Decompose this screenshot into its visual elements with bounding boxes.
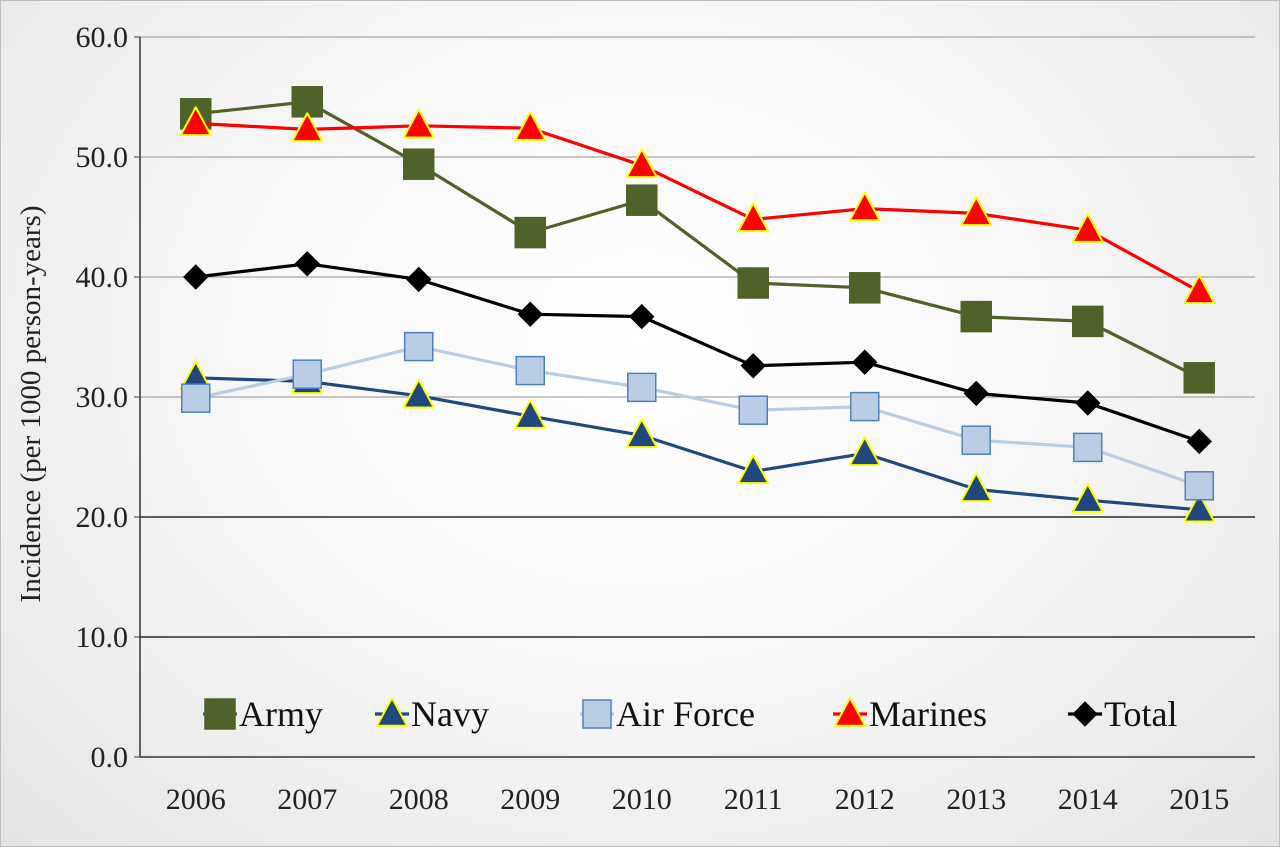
data-point-marines xyxy=(514,111,547,141)
series-line-navy xyxy=(195,376,1200,512)
legend-marker-marines xyxy=(834,696,866,727)
series-air-force xyxy=(181,331,1214,501)
data-point-army xyxy=(960,300,992,333)
data-point-marines xyxy=(848,191,881,222)
x-tick-label: 2010 xyxy=(612,783,672,816)
legend-label: Marines xyxy=(869,694,987,734)
data-point-air-force xyxy=(738,395,768,425)
data-point-air-force xyxy=(627,372,657,403)
axes xyxy=(134,36,1255,758)
series-navy xyxy=(179,360,1216,523)
legend-marker-air-force xyxy=(582,699,612,729)
data-point-navy xyxy=(514,399,547,429)
y-tick-label: 0.0 xyxy=(91,741,129,774)
data-point-air-force xyxy=(515,355,545,386)
data-point-marines xyxy=(291,112,324,143)
legend-label: Total xyxy=(1104,694,1177,734)
series-line-air-force xyxy=(195,345,1200,488)
tick-labels: 0.0 10.0 20.0 30.0 40.0 50.0 60.0 2006 2007 2008 2… xyxy=(76,21,1230,816)
data-point-navy xyxy=(960,472,993,503)
data-point-army xyxy=(403,148,435,180)
data-point-army xyxy=(737,267,769,299)
legend-item-navy: Navy xyxy=(375,694,489,734)
data-point-air-force xyxy=(404,331,434,362)
x-tick-label: 2008 xyxy=(389,783,449,816)
data-point-total xyxy=(183,264,209,290)
legend-marker-total xyxy=(1072,701,1098,727)
legend-item-air-force: Air Force xyxy=(580,694,755,734)
legend-item-army: Army xyxy=(203,694,323,734)
data-point-army xyxy=(1183,362,1215,394)
data-point-army xyxy=(626,184,658,216)
legend-label: Army xyxy=(239,694,323,734)
x-tick-label: 2009 xyxy=(500,783,560,816)
y-tick-label: 50.0 xyxy=(76,141,129,174)
data-point-total xyxy=(629,303,655,330)
y-tick-label: 30.0 xyxy=(76,381,129,414)
data-point-air-force xyxy=(292,359,322,389)
y-axis-label: Incidence (per 1000 person-years) xyxy=(15,206,47,603)
data-point-army xyxy=(291,86,323,118)
data-point-army xyxy=(514,216,546,249)
data-point-total xyxy=(740,353,766,379)
data-point-navy xyxy=(737,454,770,485)
x-tick-label: 2014 xyxy=(1058,783,1118,816)
x-tick-label: 2006 xyxy=(166,783,226,816)
series-line-marines xyxy=(195,121,1201,293)
y-tick-label: 20.0 xyxy=(76,501,129,534)
data-point-marines xyxy=(737,202,770,233)
series-group xyxy=(179,86,1216,523)
data-point-total xyxy=(963,380,989,407)
data-point-total xyxy=(294,251,320,277)
x-tick-label: 2012 xyxy=(835,783,895,816)
data-point-air-force xyxy=(1073,432,1103,463)
data-point-marines xyxy=(402,108,435,139)
series-army xyxy=(180,86,1215,394)
data-point-air-force xyxy=(850,391,880,422)
data-point-navy xyxy=(402,378,435,409)
data-point-air-force xyxy=(181,383,211,413)
data-point-navy xyxy=(848,436,881,467)
data-point-marines xyxy=(179,106,212,137)
data-point-air-force xyxy=(1184,471,1214,501)
data-point-marines xyxy=(1071,213,1104,243)
gridlines xyxy=(140,36,1255,638)
series-line-army xyxy=(195,100,1200,380)
legend-item-marines: Marines xyxy=(833,694,987,734)
data-point-total xyxy=(852,349,878,375)
y-tick-label: 60.0 xyxy=(76,21,129,54)
data-point-total xyxy=(406,266,432,293)
series-marines xyxy=(179,106,1216,305)
x-tick-label: 2011 xyxy=(724,783,783,816)
data-point-army xyxy=(849,272,881,304)
legend-label: Air Force xyxy=(616,694,755,734)
data-point-navy xyxy=(625,418,658,449)
legend: Army Navy Air Force Marines Total xyxy=(203,694,1177,734)
legend-marker-army xyxy=(204,698,236,730)
data-point-navy xyxy=(1183,492,1216,523)
legend-marker-navy xyxy=(376,696,408,727)
data-point-navy xyxy=(1071,483,1104,513)
data-point-total xyxy=(517,301,543,327)
y-tick-label: 10.0 xyxy=(76,621,129,654)
data-point-total xyxy=(1186,428,1212,455)
data-point-air-force xyxy=(961,425,991,455)
legend-item-total: Total xyxy=(1068,694,1177,734)
x-tick-label: 2013 xyxy=(946,783,1006,816)
data-point-total xyxy=(1075,390,1101,416)
x-tick-label: 2015 xyxy=(1169,783,1229,816)
x-tick-label: 2007 xyxy=(277,783,337,816)
legend-label: Navy xyxy=(411,694,489,734)
data-point-army xyxy=(1072,305,1104,338)
data-point-marines xyxy=(1183,274,1216,305)
series-line-total xyxy=(195,262,1200,443)
data-point-marines xyxy=(960,196,993,227)
y-tick-label: 40.0 xyxy=(76,261,129,294)
series-total xyxy=(183,251,1212,455)
data-point-marines xyxy=(625,148,658,179)
